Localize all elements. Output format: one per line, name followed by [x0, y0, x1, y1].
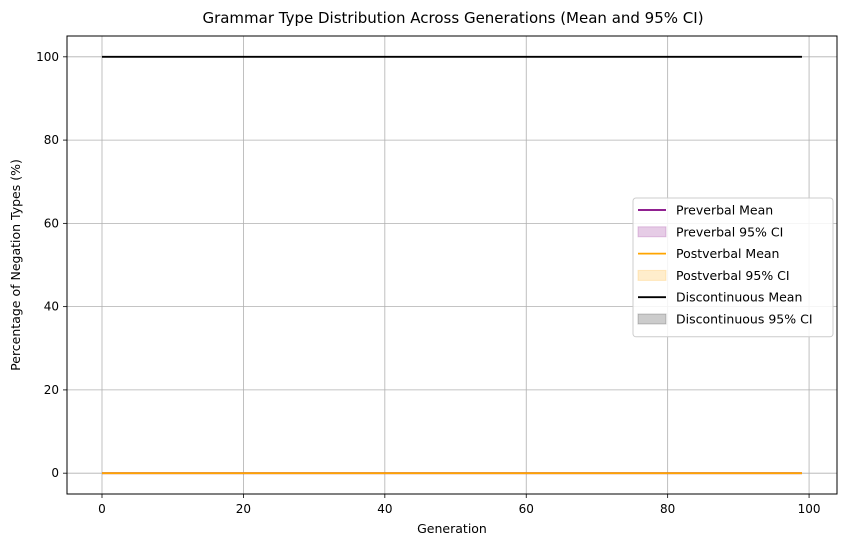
x-tick-label: 20: [236, 502, 251, 516]
y-tick-label: 100: [36, 50, 59, 64]
x-axis-label: Generation: [417, 521, 487, 536]
x-tick-label: 60: [519, 502, 534, 516]
legend-label: Postverbal 95% CI: [676, 268, 790, 283]
y-tick-label: 80: [44, 133, 59, 147]
plot-area-frame: [66, 35, 838, 495]
legend-label: Discontinuous 95% CI: [676, 312, 813, 327]
x-tick-label: 40: [377, 502, 392, 516]
legend-swatch: [637, 226, 667, 238]
x-tick-label: 100: [798, 502, 821, 516]
legend-label: Discontinuous Mean: [676, 290, 802, 305]
y-axis-label: Percentage of Negation Types (%): [8, 159, 23, 371]
y-tick-label: 40: [44, 300, 59, 314]
legend-label: Postverbal Mean: [676, 246, 779, 261]
y-tick-label: 20: [44, 383, 59, 397]
legend-swatch: [637, 269, 667, 281]
y-tick-label: 0: [51, 466, 59, 480]
chart-title: Grammar Type Distribution Across Generat…: [202, 9, 703, 27]
legend-label: Preverbal Mean: [676, 203, 773, 218]
x-tick-label: 0: [98, 502, 106, 516]
x-tick-label: 80: [660, 502, 675, 516]
legend-swatch: [637, 313, 667, 325]
legend: Preverbal Mean Preverbal 95% CI Postverbal…: [632, 197, 834, 338]
legend-label: Preverbal 95% CI: [676, 224, 783, 239]
series-lines: [102, 55, 802, 475]
axis-ticks: 0 20 40 60 80 100 0 20 40 60 80 100: [36, 50, 820, 516]
y-tick-label: 60: [44, 216, 59, 230]
legend-box: [632, 197, 834, 338]
